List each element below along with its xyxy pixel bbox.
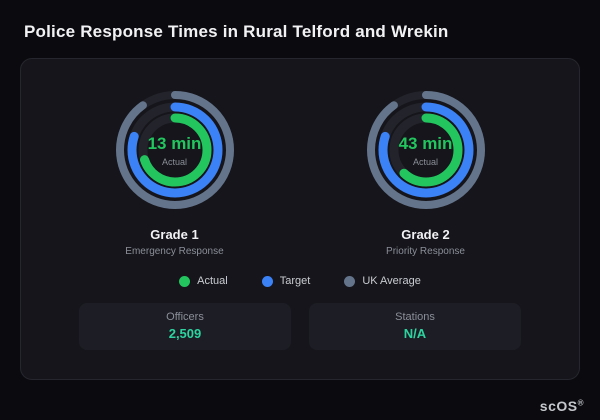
legend-label-uk-average: UK Average bbox=[362, 275, 421, 287]
stat-officers-label: Officers bbox=[166, 311, 204, 323]
legend-dot-actual bbox=[179, 275, 191, 287]
gauge-rings-grade-1 bbox=[115, 91, 234, 209]
gauge-chart-grade-1: 13 min Actual bbox=[110, 85, 240, 215]
legend-dot-uk-average bbox=[344, 275, 356, 287]
gauge-grade-1: 13 min Actual Grade 1 Emergency Response bbox=[60, 85, 290, 257]
legend-item-actual[interactable]: Actual bbox=[179, 275, 228, 287]
gauge-title-grade-1: Grade 1 bbox=[150, 227, 199, 242]
legend-dot-target bbox=[261, 275, 273, 287]
gauge-subtitle-grade-1: Emergency Response bbox=[125, 246, 224, 257]
legend-label-target: Target bbox=[279, 275, 311, 287]
stat-stations-value: N/A bbox=[403, 326, 427, 341]
legend-item-uk-average[interactable]: UK Average bbox=[344, 275, 421, 287]
chart-legend: Actual Target UK Average bbox=[49, 275, 551, 287]
gauges-row: 13 min Actual Grade 1 Emergency Response bbox=[49, 85, 551, 257]
gauge-title-grade-2: Grade 2 bbox=[401, 227, 450, 242]
stats-row: Officers 2,509 Stations N/A bbox=[49, 303, 551, 350]
dashboard-card: 13 min Actual Grade 1 Emergency Response bbox=[20, 58, 580, 380]
gauge-subtitle-grade-2: Priority Response bbox=[386, 246, 465, 257]
watermark-text: scOS bbox=[539, 398, 578, 414]
stat-officers: Officers 2,509 bbox=[79, 303, 291, 350]
stat-stations-label: Stations bbox=[395, 311, 435, 323]
legend-item-target[interactable]: Target bbox=[261, 275, 311, 287]
page-title: Police Response Times in Rural Telford a… bbox=[24, 22, 449, 41]
registered-mark: ® bbox=[577, 398, 584, 408]
legend-label-actual: Actual bbox=[197, 275, 228, 287]
watermark-logo: scOS® bbox=[540, 398, 584, 414]
gauge-chart-grade-2: 43 min Actual bbox=[361, 85, 491, 215]
gauge-grade-2: 43 min Actual Grade 2 Priority Response bbox=[311, 85, 541, 257]
stat-stations: Stations N/A bbox=[309, 303, 521, 350]
stat-officers-value: 2,509 bbox=[168, 326, 202, 341]
gauge-rings-grade-2 bbox=[366, 91, 485, 209]
